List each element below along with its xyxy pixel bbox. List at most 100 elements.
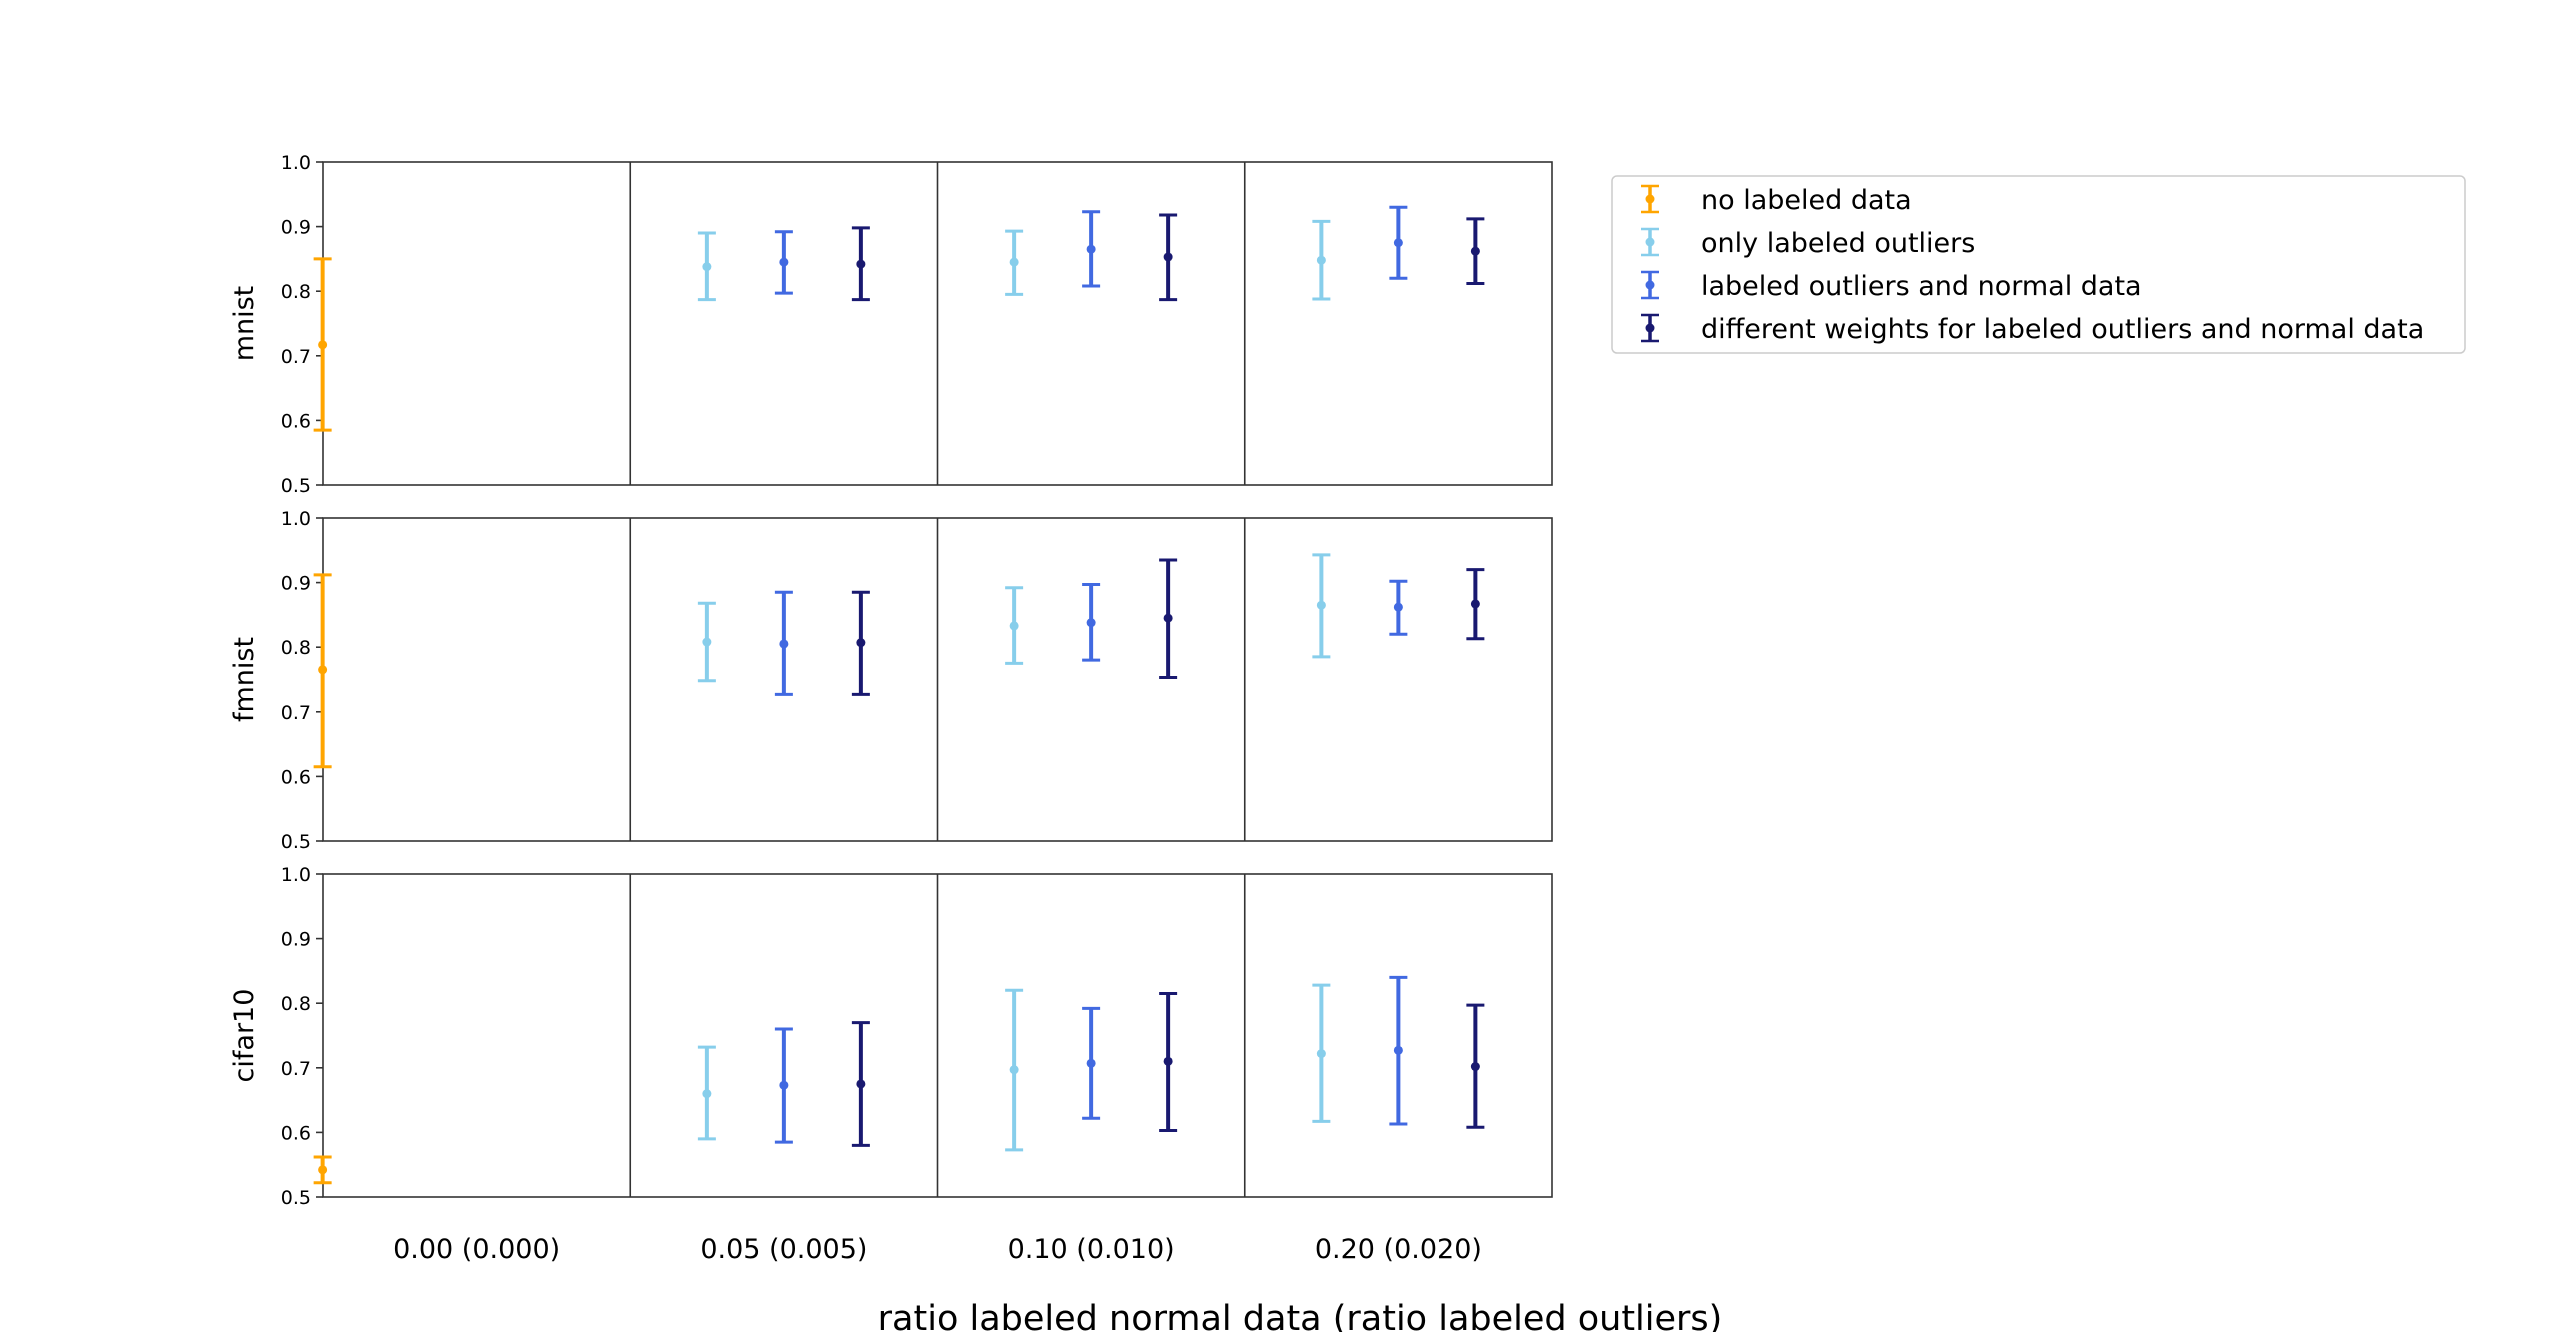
errorbar-series-1 xyxy=(1312,983,1331,1123)
mean-point xyxy=(318,340,328,350)
errorbar-series-2 xyxy=(774,590,793,696)
errorbar-series-1 xyxy=(697,1045,716,1141)
legend-label: no labeled data xyxy=(1701,185,1912,216)
mean-point xyxy=(1470,246,1480,256)
errorbar-series-3 xyxy=(1466,568,1485,641)
legend: no labeled data only labeled outliers labe… xyxy=(1611,175,2466,354)
y-tick-label: 0.8 xyxy=(281,281,311,303)
mean-point xyxy=(1316,255,1326,265)
panel-y-label: fmnist xyxy=(229,637,260,722)
mean-point xyxy=(1009,621,1019,631)
errorbar-series-3 xyxy=(851,226,870,302)
mean-point xyxy=(1393,1045,1403,1055)
mean-point xyxy=(779,1080,789,1090)
errorbar-series-1 xyxy=(1005,229,1024,296)
panel-y-label: cifar10 xyxy=(229,989,260,1083)
errorbar-series-3 xyxy=(1159,992,1178,1132)
legend-label: only labeled outliers xyxy=(1701,228,1975,259)
errorbar-series-3 xyxy=(851,1021,870,1147)
mean-point xyxy=(1086,1058,1096,1068)
y-tick-label: 1.0 xyxy=(281,864,311,886)
y-tick-label: 0.5 xyxy=(281,1187,311,1209)
legend-marker-point xyxy=(1645,194,1655,204)
mean-point xyxy=(1316,600,1326,610)
y-tick-label: 0.9 xyxy=(281,573,311,595)
category-label: 0.10 (0.010) xyxy=(1008,1234,1175,1265)
legend-marker-point xyxy=(1645,237,1655,247)
mean-point xyxy=(1316,1049,1326,1059)
errorbar-series-3 xyxy=(1159,558,1178,680)
y-tick-label: 0.8 xyxy=(281,993,311,1015)
y-tick-label: 0.6 xyxy=(281,766,311,788)
errorbar-series-2 xyxy=(1389,579,1408,636)
errorbar-series-0 xyxy=(313,573,332,769)
panel-y-label: mnist xyxy=(229,286,260,362)
errorbar-series-2 xyxy=(1389,205,1408,280)
mean-point xyxy=(702,637,712,647)
errorbar-series-1 xyxy=(1312,553,1331,659)
mean-point xyxy=(779,257,789,267)
mean-point xyxy=(1393,238,1403,248)
errorbar-series-3 xyxy=(1466,1003,1485,1129)
errorbar-series-2 xyxy=(1082,583,1101,662)
errorbar-series-2 xyxy=(1082,210,1101,288)
y-tick-label: 0.9 xyxy=(281,929,311,951)
legend-item: different weights for labeled outliers a… xyxy=(1641,313,2424,345)
errorbar-series-3 xyxy=(851,590,870,696)
panel-mnist: 0.5 0.6 0.7 0.8 0.9 1.0 mnist xyxy=(229,152,1553,497)
mean-point xyxy=(1163,613,1173,623)
panel-fmnist: 0.5 0.6 0.7 0.8 0.9 1.0 fmnist xyxy=(229,508,1553,853)
y-tick-label: 1.0 xyxy=(281,508,311,530)
y-tick-label: 0.5 xyxy=(281,831,311,853)
category-label: 0.05 (0.005) xyxy=(700,1234,867,1265)
errorbar-series-0 xyxy=(313,1155,332,1185)
x-axis-label: ratio labeled normal data (ratio labeled… xyxy=(878,1299,1723,1332)
mean-point xyxy=(1393,602,1403,612)
mean-point xyxy=(856,259,866,269)
errorbar-series-2 xyxy=(774,230,793,295)
y-tick-label: 0.6 xyxy=(281,410,311,432)
mean-point xyxy=(1470,1062,1480,1072)
panels-layer: 0.5 0.6 0.7 0.8 0.9 1.0 mnist 0.5 0.6 0.7 0.8 0.9 1.… xyxy=(229,152,1553,1209)
errorbar-series-3 xyxy=(1466,217,1485,285)
legend-label: labeled outliers and normal data xyxy=(1701,271,2142,302)
y-tick-label: 0.7 xyxy=(281,702,311,724)
errorbar-series-2 xyxy=(1389,975,1408,1126)
mean-point xyxy=(1163,252,1173,262)
mean-point xyxy=(318,665,328,675)
y-tick-label: 0.7 xyxy=(281,1058,311,1080)
legend-item: only labeled outliers xyxy=(1641,227,1975,259)
errorbar-series-2 xyxy=(774,1027,793,1144)
errorbar-series-1 xyxy=(697,601,716,683)
errorbar-series-2 xyxy=(1082,1006,1101,1120)
mean-point xyxy=(1086,244,1096,254)
errorbar-series-1 xyxy=(1005,988,1024,1152)
errorbar-series-0 xyxy=(313,257,332,432)
errorbar-series-1 xyxy=(697,231,716,302)
mean-point xyxy=(779,639,789,649)
mean-point xyxy=(856,638,866,648)
mean-point xyxy=(1470,599,1480,609)
mean-point xyxy=(1009,1065,1019,1075)
legend-frame xyxy=(1611,175,2466,354)
errorbar-series-1 xyxy=(1005,586,1024,665)
y-tick-label: 0.7 xyxy=(281,346,311,368)
legend-marker-point xyxy=(1645,323,1655,333)
y-tick-label: 0.6 xyxy=(281,1122,311,1144)
errorbar-series-3 xyxy=(1159,213,1178,302)
errorbar-series-1 xyxy=(1312,219,1331,301)
category-label: 0.00 (0.000) xyxy=(393,1234,560,1265)
legend-item: no labeled data xyxy=(1641,184,1912,216)
panel-cifar10: 0.5 0.6 0.7 0.8 0.9 1.0 cifar10 xyxy=(229,864,1553,1209)
y-tick-label: 1.0 xyxy=(281,152,311,174)
category-label: 0.20 (0.020) xyxy=(1315,1234,1482,1265)
y-tick-label: 0.5 xyxy=(281,475,311,497)
mean-point xyxy=(702,1089,712,1099)
mean-point xyxy=(856,1079,866,1089)
mean-point xyxy=(1163,1056,1173,1066)
y-tick-label: 0.9 xyxy=(281,217,311,239)
mean-point xyxy=(318,1165,328,1175)
legend-marker-point xyxy=(1645,280,1655,290)
legend-item: labeled outliers and normal data xyxy=(1641,270,2142,302)
